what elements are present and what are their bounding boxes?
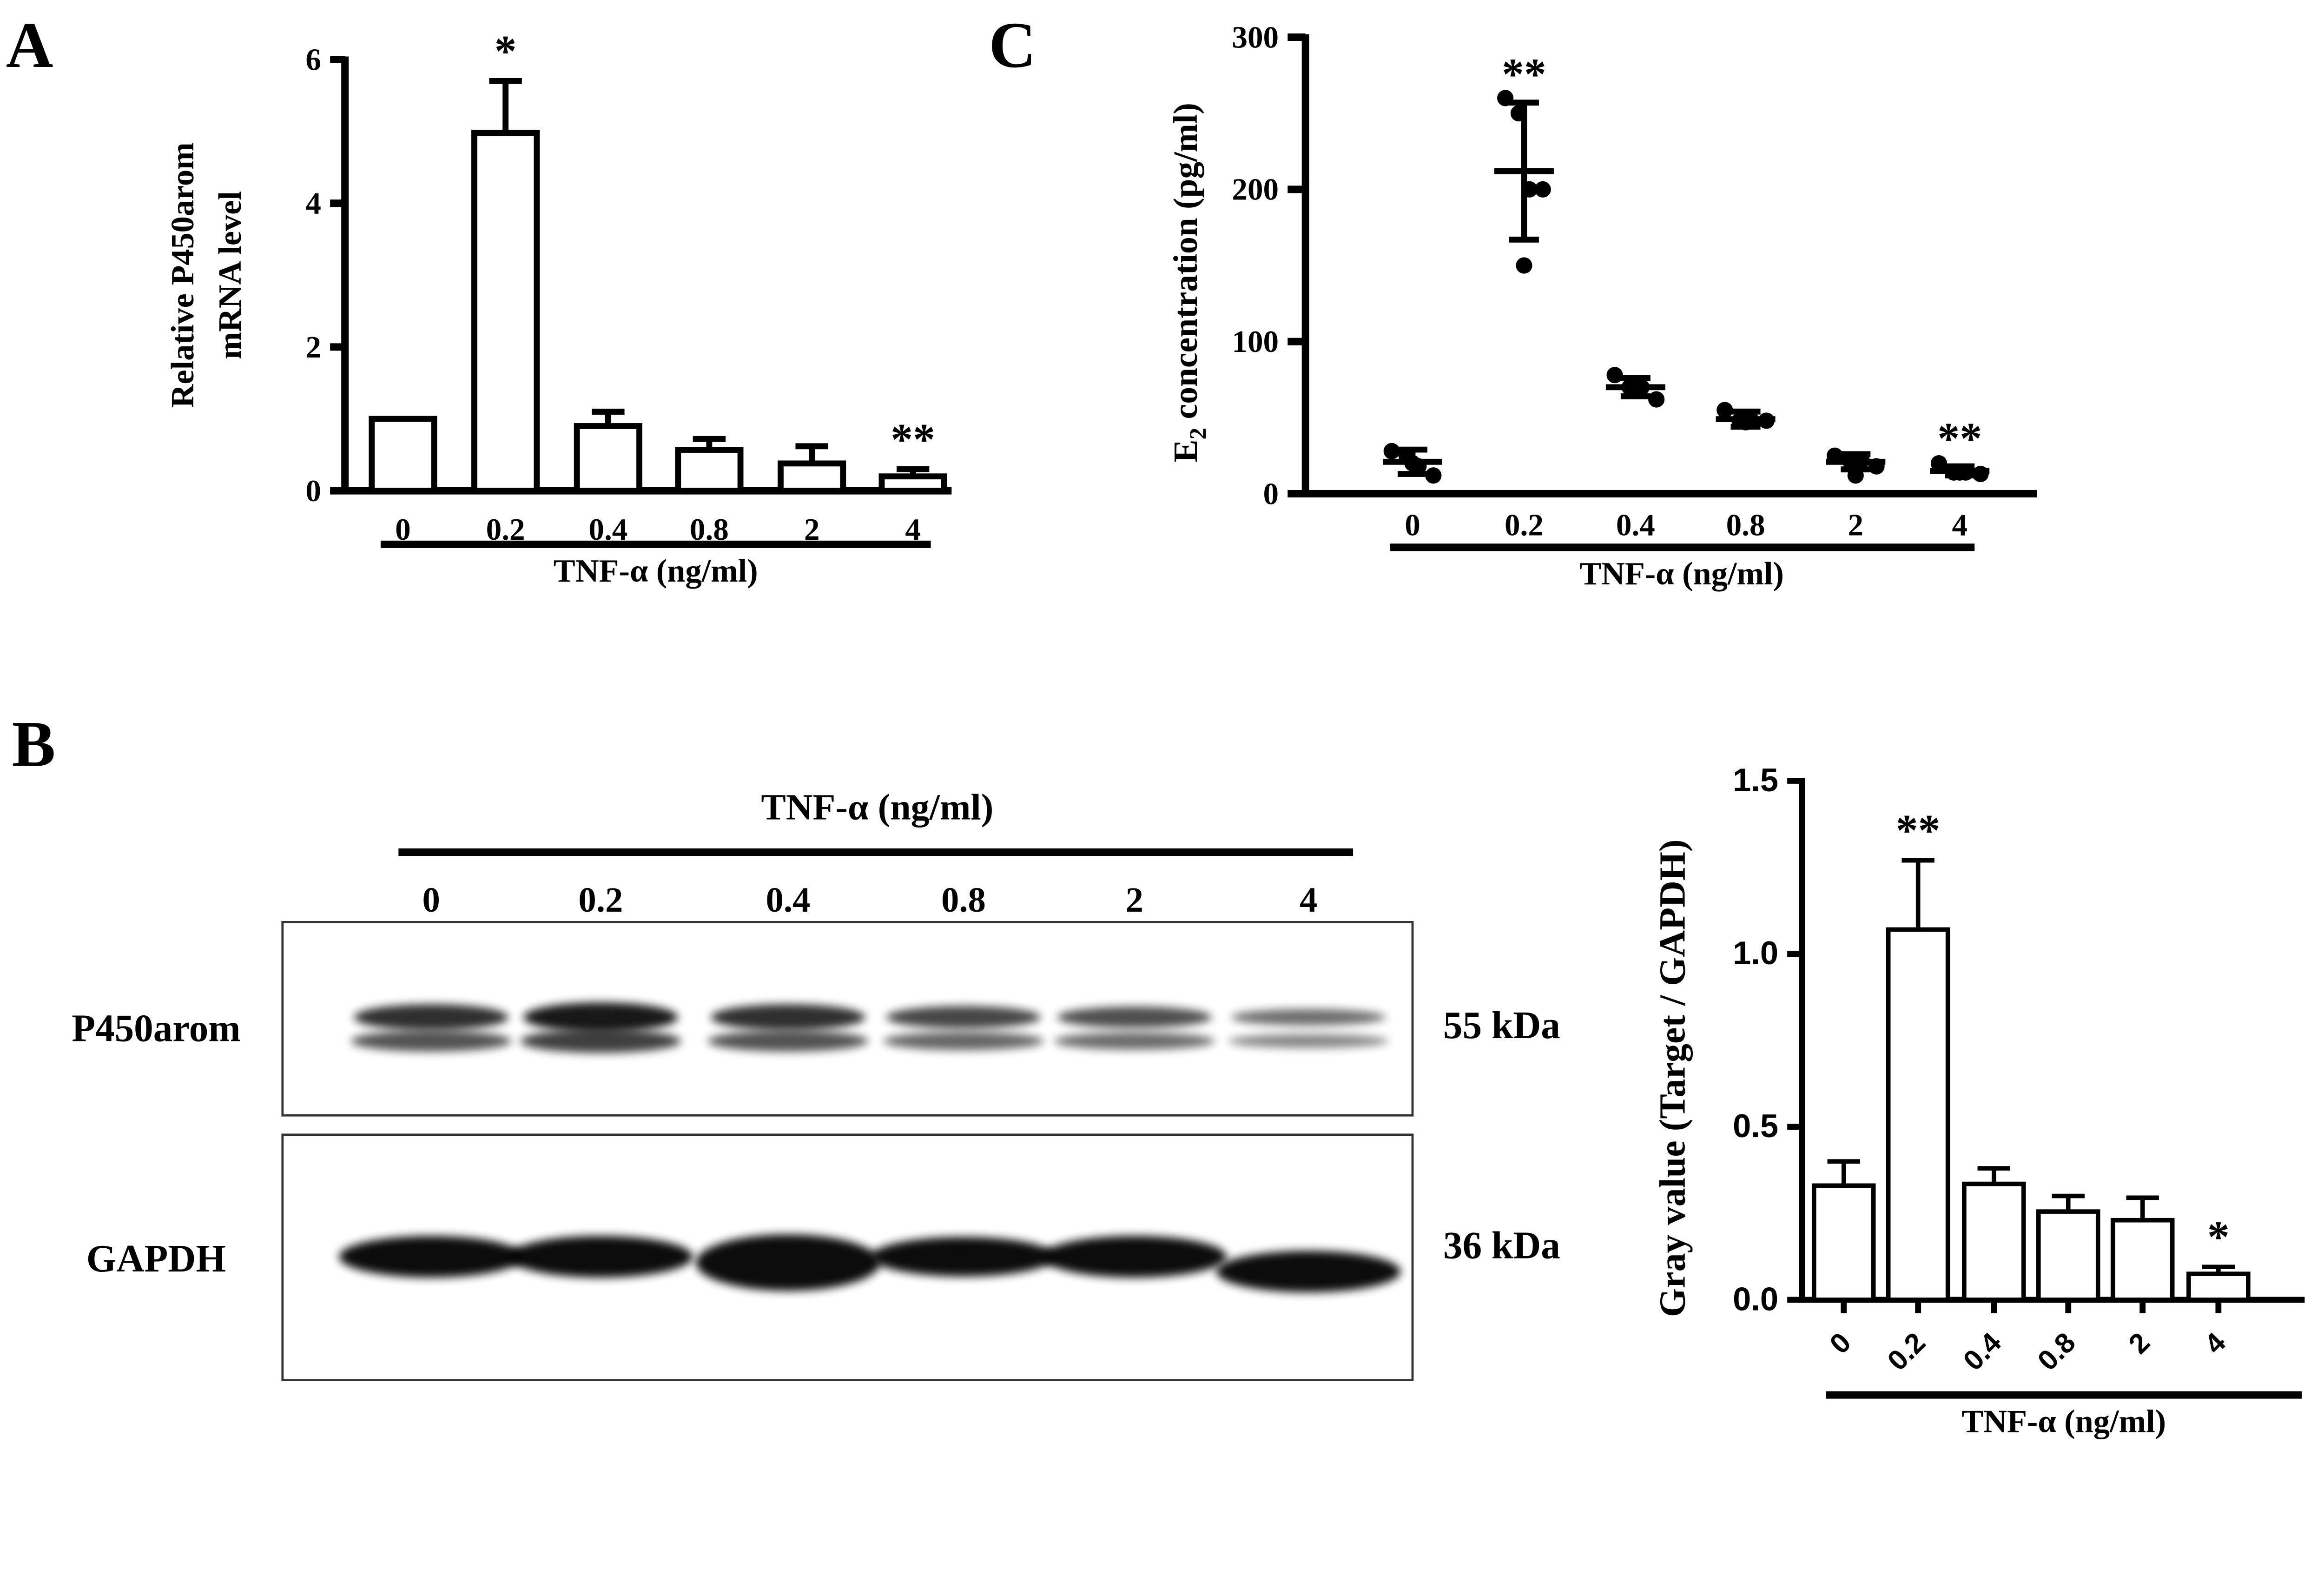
- bar: [1811, 1183, 1876, 1302]
- protein-band: [886, 1006, 1041, 1029]
- western-blot: TNF-α (ng/ml) 0 0.2 0.4 0.8 2 4 P450arom 55 kDa G…: [72, 787, 1560, 1382]
- bar: [369, 416, 437, 494]
- x-tick-label: 0.8: [2031, 1326, 2081, 1377]
- x-tick-label: 0.4: [1616, 508, 1655, 543]
- x-tick-label: 0.8: [1726, 508, 1765, 543]
- protein-band: [1054, 1032, 1215, 1050]
- x-axis-label: TNF-α (ng/ml): [554, 553, 758, 589]
- y-tick-label: 0: [305, 473, 321, 508]
- y-tick-label: 1.0: [1733, 934, 1778, 971]
- bar: [2110, 1218, 2175, 1302]
- protein-band: [520, 1029, 681, 1053]
- x-tick-label: 4: [1952, 508, 1967, 543]
- panel-label-a: A: [6, 9, 53, 81]
- protein-band: [707, 1030, 869, 1052]
- molecular-weight-label: 36 kDa: [1443, 1224, 1560, 1266]
- y-tick-label: 0.0: [1733, 1280, 1778, 1317]
- y-tick-label: 4: [305, 186, 321, 221]
- significance-marker: *: [2207, 1212, 2230, 1262]
- data-point: [1383, 443, 1400, 459]
- bar: [2036, 1209, 2100, 1302]
- chart-b-quant: 0.0 0.5 1.0 1.5 0 ** 0.2 0.4 0.8 2 * 4 TNF-α (ng/ml)…: [1652, 762, 2305, 1440]
- x-tick-label: 0: [1823, 1326, 1857, 1360]
- blot-lane-label: 0.4: [766, 880, 810, 920]
- x-axis-label: TNF-α (ng/ml): [1961, 1404, 2166, 1440]
- data-point: [1648, 391, 1665, 408]
- panel-label-c: C: [989, 9, 1036, 81]
- y-tick-label: 6: [305, 42, 321, 77]
- data-point: [1717, 402, 1733, 418]
- y-axis-label: E2 concentration (pg/ml): [1166, 103, 1211, 462]
- y-label-subscript: 2: [1185, 428, 1211, 440]
- x-axis-label: TNF-α (ng/ml): [1579, 556, 1784, 592]
- significance-marker: **: [1937, 414, 1982, 464]
- bar: [778, 460, 846, 494]
- blot-lane-label: 4: [1300, 880, 1317, 920]
- y-axis-label-line1: Relative P450arom: [165, 142, 201, 408]
- protein-band: [508, 1236, 693, 1278]
- y-tick-label: 0: [1263, 476, 1279, 511]
- protein-band: [339, 1236, 524, 1278]
- y-tick-label: 2: [305, 330, 321, 364]
- x-tick-label: 4: [2198, 1326, 2232, 1360]
- y-label-e: E: [1166, 439, 1204, 462]
- protein-band: [354, 1004, 509, 1031]
- y-tick-label: 200: [1232, 172, 1279, 207]
- bar: [2186, 1271, 2251, 1302]
- protein-band: [871, 1237, 1056, 1277]
- y-tick-label: 100: [1232, 324, 1279, 359]
- x-tick-label: 2: [1848, 508, 1864, 543]
- protein-band: [1057, 1007, 1212, 1028]
- y-tick-label: 300: [1232, 20, 1279, 54]
- data-point: [1930, 455, 1948, 472]
- bar: [1886, 927, 1950, 1302]
- data-point: [1516, 257, 1532, 274]
- x-tick-label: 0.2: [1505, 508, 1544, 543]
- protein-band: [1216, 1251, 1401, 1292]
- y-axis-label-line2: mRNA level: [212, 191, 248, 359]
- x-tick-label: 0.2: [1881, 1326, 1931, 1377]
- x-tick-label: 0: [1405, 508, 1420, 543]
- protein-band: [1231, 1009, 1386, 1026]
- protein-band: [523, 1002, 678, 1033]
- protein-band: [350, 1030, 512, 1052]
- blot-lane-label: 0.8: [941, 880, 986, 920]
- y-label-rest: concentration (pg/ml): [1166, 103, 1204, 428]
- chart-c: 0 100 200 300 0 ** 0.2 0.4 0.8 2 ** 4 TNF-α (ng/ml) E…: [1166, 20, 2037, 592]
- protein-band: [883, 1032, 1044, 1051]
- blot-row-label: GAPDH: [86, 1237, 226, 1280]
- blot-lane-label: 2: [1126, 880, 1143, 920]
- figure: A C B 0 2 4 6 0 * 0.2 0.4 0.8 2 ** 4 TNF-α (ng/ml) Re…: [6, 9, 2305, 1440]
- significance-marker: **: [1502, 49, 1546, 99]
- data-point: [1534, 181, 1551, 198]
- protein-band: [711, 1004, 865, 1031]
- protein-band: [696, 1234, 880, 1291]
- data-point: [1606, 367, 1623, 384]
- y-tick-label: 1.5: [1733, 762, 1778, 798]
- bar: [574, 423, 642, 494]
- bar: [675, 447, 744, 494]
- x-tick-label: 0.4: [1957, 1326, 2007, 1377]
- blot-row-label: P450arom: [72, 1007, 240, 1049]
- y-tick-label: 0.5: [1733, 1107, 1778, 1144]
- bar: [471, 130, 540, 494]
- protein-band: [1042, 1236, 1227, 1278]
- significance-marker: *: [495, 26, 517, 76]
- significance-marker: **: [891, 414, 935, 464]
- data-point: [1425, 467, 1442, 484]
- blot-treatment-label: TNF-α (ng/ml): [761, 787, 993, 828]
- y-axis-label: Gray value (Target / GAPDH): [1652, 839, 1693, 1317]
- significance-marker: **: [1896, 806, 1941, 855]
- molecular-weight-label: 55 kDa: [1443, 1004, 1560, 1046]
- panel-label-b: B: [12, 708, 56, 780]
- bar: [1962, 1181, 2026, 1302]
- blot-lane-label: 0.2: [578, 880, 623, 920]
- blot-lane-label: 0: [423, 880, 440, 920]
- protein-band: [1228, 1034, 1389, 1048]
- bar: [878, 473, 947, 494]
- x-tick-label: 2: [2122, 1326, 2156, 1360]
